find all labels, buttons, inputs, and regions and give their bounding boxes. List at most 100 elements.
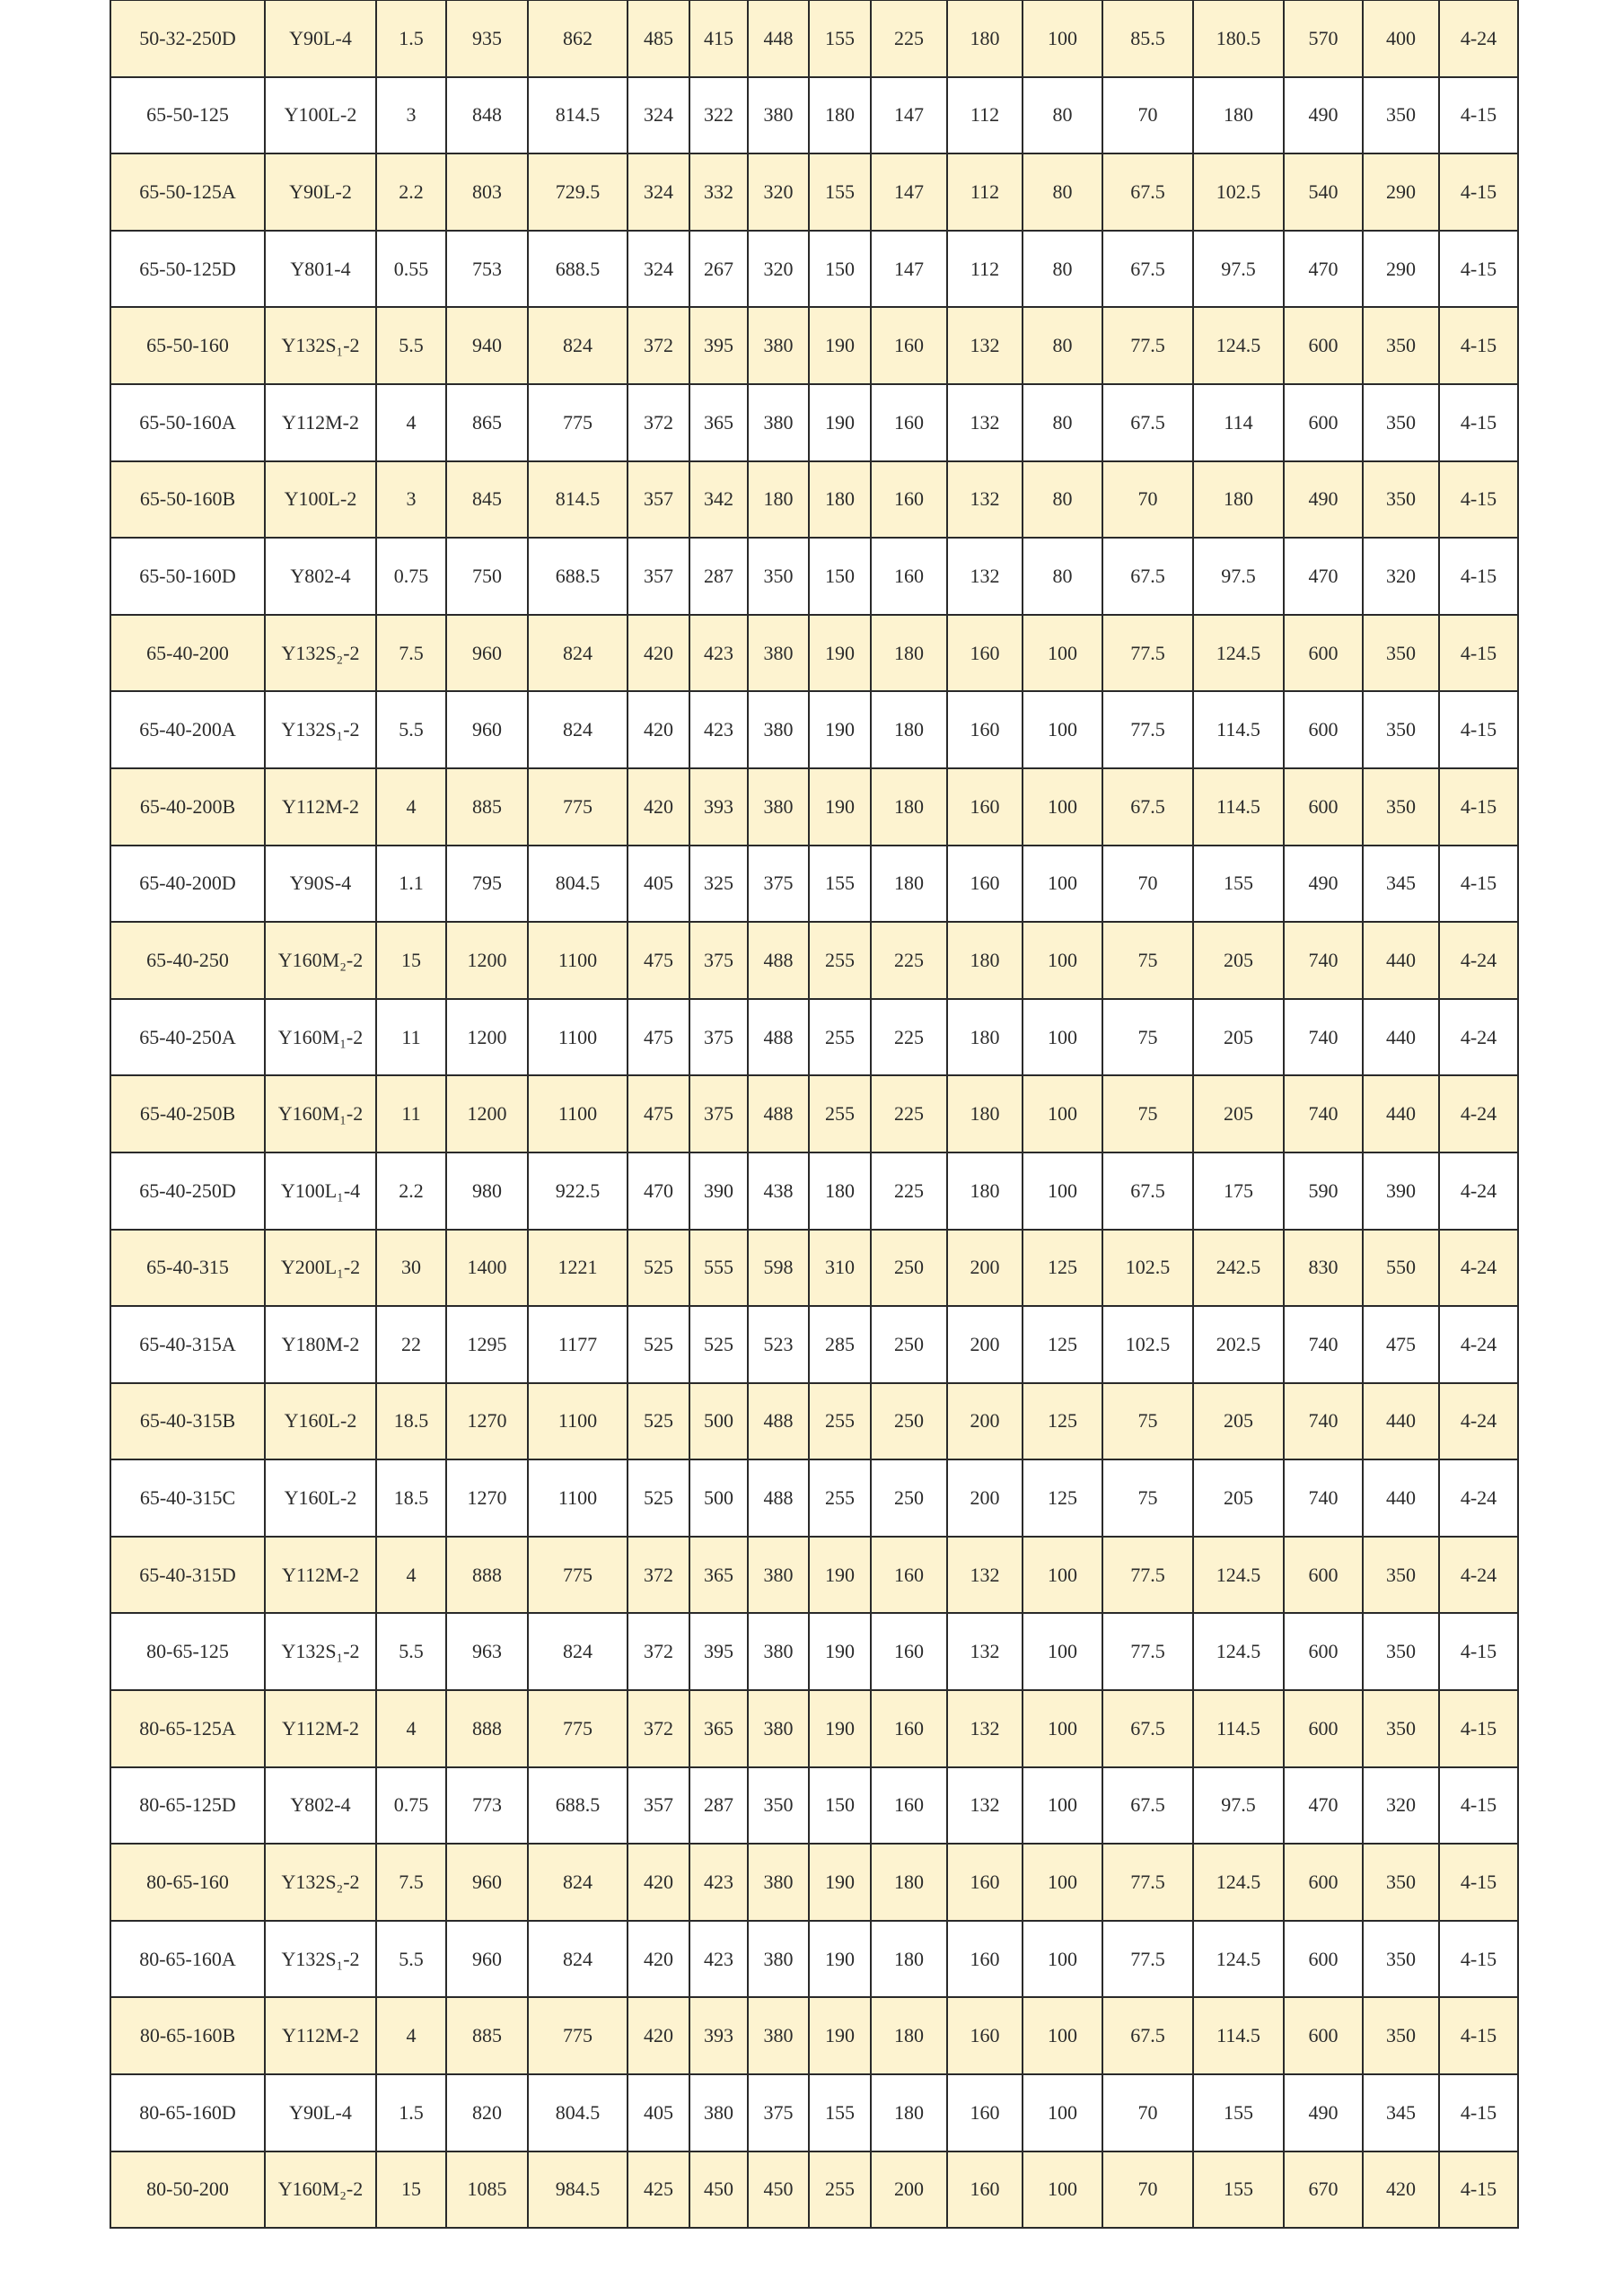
cell-col-7: 525 xyxy=(689,1305,749,1384)
cell-col-5: 775 xyxy=(527,1535,628,1615)
table-row: 80-65-125D Y802-4 0.75 773 688.5 357 287 350 150… xyxy=(110,1766,1519,1845)
cell-col-8: 450 xyxy=(747,2150,810,2230)
cell-motor-model: Y112M-2 xyxy=(264,1996,377,2076)
cell-col-5: 824 xyxy=(527,306,628,385)
cell-pump-model: 65-50-160D xyxy=(110,537,266,616)
cell-col-12: 100 xyxy=(1022,997,1103,1077)
cell-power: 5.5 xyxy=(375,1919,447,1999)
cell-col-12: 80 xyxy=(1022,75,1103,155)
cell-col-5: 824 xyxy=(527,1612,628,1692)
cell-col-8: 380 xyxy=(747,1689,810,1768)
cell-power: 18.5 xyxy=(375,1381,447,1461)
cell-col-7: 415 xyxy=(689,0,749,78)
cell-col-13: 77.5 xyxy=(1102,306,1194,385)
cell-col-7: 395 xyxy=(689,306,749,385)
cell-col-11: 180 xyxy=(946,1074,1023,1153)
cell-col-16: 350 xyxy=(1362,1535,1440,1615)
cell-col-15: 490 xyxy=(1283,844,1364,924)
cell-col-6: 405 xyxy=(627,844,690,924)
cell-pump-model: 80-65-125A xyxy=(110,1689,266,1768)
table-row: 65-50-160 Y132S₁-2 5.5 940 824 372 395 380 190 16… xyxy=(110,306,1519,385)
cell-bolt-spec: 4-15 xyxy=(1438,2150,1519,2230)
table-row: 65-40-250D Y100L₁-4 2.2 980 922.5 470 390 438 18… xyxy=(110,1151,1519,1231)
cell-col-11: 160 xyxy=(946,1843,1023,1922)
cell-col-16: 350 xyxy=(1362,306,1440,385)
cell-motor-model: Y160L-2 xyxy=(264,1459,377,1538)
cell-col-4: 960 xyxy=(445,1919,529,1999)
cell-bolt-spec: 4-15 xyxy=(1438,537,1519,616)
cell-col-14: 114.5 xyxy=(1192,1996,1285,2076)
cell-col-16: 440 xyxy=(1362,1459,1440,1538)
cell-col-5: 984.5 xyxy=(527,2150,628,2230)
cell-col-7: 287 xyxy=(689,537,749,616)
cell-col-4: 963 xyxy=(445,1612,529,1692)
cell-pump-model: 65-50-160 xyxy=(110,306,266,385)
cell-col-16: 440 xyxy=(1362,1381,1440,1461)
cell-col-9: 150 xyxy=(808,229,872,309)
cell-col-15: 600 xyxy=(1283,1996,1364,2076)
cell-col-10: 160 xyxy=(870,1766,948,1845)
cell-col-6: 420 xyxy=(627,690,690,769)
cell-col-14: 114.5 xyxy=(1192,767,1285,846)
cell-col-12: 100 xyxy=(1022,690,1103,769)
cell-col-15: 740 xyxy=(1283,921,1364,1000)
cell-pump-model: 80-65-125D xyxy=(110,1766,266,1845)
cell-col-8: 523 xyxy=(747,1305,810,1384)
cell-col-15: 670 xyxy=(1283,2150,1364,2230)
cell-pump-model: 80-65-125 xyxy=(110,1612,266,1692)
cell-col-15: 740 xyxy=(1283,997,1364,1077)
cell-col-6: 372 xyxy=(627,382,690,462)
cell-col-14: 114.5 xyxy=(1192,690,1285,769)
cell-col-6: 425 xyxy=(627,2150,690,2230)
cell-power: 4 xyxy=(375,1996,447,2076)
cell-col-6: 357 xyxy=(627,537,690,616)
cell-col-15: 600 xyxy=(1283,1843,1364,1922)
cell-pump-model: 80-50-200 xyxy=(110,2150,266,2230)
cell-col-14: 205 xyxy=(1192,1381,1285,1461)
cell-col-4: 1270 xyxy=(445,1381,529,1461)
cell-pump-model: 65-40-250D xyxy=(110,1151,266,1231)
cell-motor-model: Y160M₁-2 xyxy=(264,997,377,1077)
table-row: 65-40-200 Y132S₂-2 7.5 960 824 420 423 380 190 18… xyxy=(110,613,1519,693)
cell-col-8: 380 xyxy=(747,690,810,769)
cell-col-8: 380 xyxy=(747,767,810,846)
cell-col-13: 67.5 xyxy=(1102,537,1194,616)
cell-col-10: 180 xyxy=(870,1919,948,1999)
cell-col-13: 77.5 xyxy=(1102,1843,1194,1922)
cell-col-10: 160 xyxy=(870,1612,948,1692)
cell-col-11: 160 xyxy=(946,2073,1023,2152)
cell-power: 15 xyxy=(375,921,447,1000)
cell-col-4: 848 xyxy=(445,75,529,155)
cell-col-9: 255 xyxy=(808,921,872,1000)
cell-col-10: 225 xyxy=(870,1151,948,1231)
cell-col-8: 488 xyxy=(747,1381,810,1461)
cell-col-8: 380 xyxy=(747,1612,810,1692)
cell-col-5: 824 xyxy=(527,1919,628,1999)
cell-col-8: 448 xyxy=(747,0,810,78)
cell-col-14: 114.5 xyxy=(1192,1689,1285,1768)
table-row: 65-40-250 Y160M₂-2 15 1200 1100 475 375 488 255 2… xyxy=(110,921,1519,1000)
cell-col-16: 290 xyxy=(1362,153,1440,232)
cell-col-16: 475 xyxy=(1362,1305,1440,1384)
cell-col-7: 365 xyxy=(689,382,749,462)
cell-col-7: 500 xyxy=(689,1459,749,1538)
cell-col-12: 125 xyxy=(1022,1381,1103,1461)
table-row: 80-65-160D Y90L-4 1.5 820 804.5 405 380 375 155 1… xyxy=(110,2073,1519,2152)
cell-col-7: 380 xyxy=(689,2073,749,2152)
cell-col-11: 200 xyxy=(946,1459,1023,1538)
cell-col-9: 190 xyxy=(808,1612,872,1692)
cell-col-9: 285 xyxy=(808,1305,872,1384)
cell-col-6: 525 xyxy=(627,1305,690,1384)
cell-col-7: 365 xyxy=(689,1535,749,1615)
cell-bolt-spec: 4-15 xyxy=(1438,153,1519,232)
cell-col-10: 160 xyxy=(870,1535,948,1615)
cell-pump-model: 65-50-125D xyxy=(110,229,266,309)
cell-col-9: 155 xyxy=(808,153,872,232)
cell-pump-model: 80-65-160D xyxy=(110,2073,266,2152)
cell-col-11: 200 xyxy=(946,1305,1023,1384)
cell-pump-model: 65-50-160A xyxy=(110,382,266,462)
cell-col-15: 600 xyxy=(1283,613,1364,693)
cell-col-9: 180 xyxy=(808,1151,872,1231)
cell-col-13: 102.5 xyxy=(1102,1305,1194,1384)
cell-col-7: 500 xyxy=(689,1381,749,1461)
